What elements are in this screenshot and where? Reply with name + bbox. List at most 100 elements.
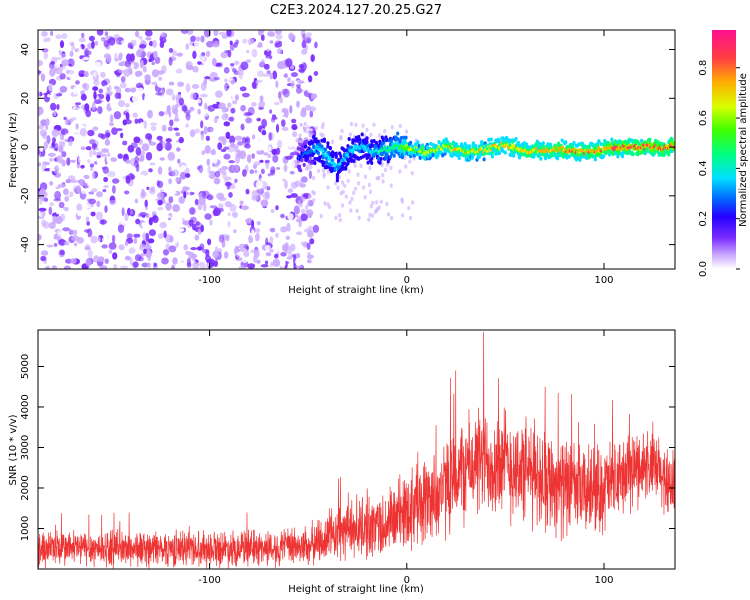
trace-cell <box>339 167 343 172</box>
noise-speckle <box>240 123 245 131</box>
noise-speckle <box>117 153 123 159</box>
noise-speckle <box>143 120 148 129</box>
noise-speckle <box>178 196 186 204</box>
noise-speckle <box>163 230 167 239</box>
noise-speckle <box>139 121 144 128</box>
trace-cell <box>412 153 416 158</box>
noise-speckle <box>156 192 165 199</box>
trace-cell <box>551 153 555 158</box>
noise-speckle <box>68 229 74 236</box>
noise-speckle <box>196 99 202 104</box>
noise-speckle <box>54 66 63 75</box>
trace-cell <box>300 158 304 162</box>
noise-speckle <box>108 242 117 250</box>
noise-speckle <box>60 213 65 222</box>
noise-speckle <box>158 111 165 117</box>
noise-speckle <box>237 141 244 146</box>
noise-speckle <box>272 70 278 80</box>
noise-speckle <box>207 165 211 174</box>
noise-speckle <box>260 34 265 41</box>
noise-speckle <box>63 241 70 246</box>
noise-speckle <box>169 235 174 243</box>
noise-speckle <box>290 181 298 189</box>
noise-speckle <box>144 199 148 208</box>
noise-speckle <box>129 209 134 215</box>
noise-speckle <box>373 209 377 214</box>
trace-cell <box>374 140 378 145</box>
noise-speckle <box>157 70 166 74</box>
noise-speckle <box>261 118 267 128</box>
noise-speckle <box>296 231 303 236</box>
noise-speckle <box>242 231 247 238</box>
trace-cell <box>398 139 402 144</box>
noise-speckle <box>290 80 295 89</box>
noise-speckle <box>201 190 210 199</box>
noise-speckle <box>186 257 191 267</box>
noise-speckle <box>124 212 129 222</box>
trace-cell <box>571 153 575 158</box>
noise-speckle <box>204 145 211 154</box>
trace-cell <box>318 156 322 160</box>
noise-speckle <box>148 217 153 226</box>
noise-speckle <box>120 220 126 225</box>
noise-speckle <box>183 244 188 251</box>
noise-speckle <box>98 256 105 263</box>
noise-speckle <box>209 72 218 79</box>
trace-cell <box>314 137 318 142</box>
noise-speckle <box>155 92 163 96</box>
trace-cell <box>322 137 326 142</box>
noise-speckle <box>93 61 102 67</box>
noise-speckle <box>368 165 372 171</box>
trace-cell <box>497 151 502 156</box>
noise-speckle <box>119 82 127 89</box>
trace-cell <box>602 154 606 159</box>
noise-speckle <box>221 34 228 39</box>
noise-speckle <box>269 227 276 233</box>
noise-speckle <box>39 212 43 217</box>
noise-speckle <box>148 58 152 63</box>
noise-speckle <box>41 48 49 53</box>
noise-speckle <box>179 171 187 180</box>
noise-speckle <box>247 63 254 72</box>
noise-speckle <box>49 202 54 207</box>
trace-cell <box>637 141 641 146</box>
noise-speckle <box>112 66 118 71</box>
spectrogram-xlabel: Height of straight line (km) <box>288 285 424 296</box>
y-tick-label: 0 <box>20 144 31 150</box>
noise-speckle <box>218 31 226 36</box>
noise-speckle <box>101 148 109 153</box>
noise-speckle <box>301 40 307 49</box>
trace-cell <box>409 140 413 145</box>
snr-line <box>38 332 675 569</box>
noise-speckle <box>283 164 288 173</box>
trace-cell <box>512 153 516 158</box>
noise-speckle <box>223 146 230 150</box>
noise-speckle <box>282 243 289 252</box>
noise-speckle <box>211 103 220 109</box>
trace-cell <box>648 137 652 142</box>
trace-cell <box>538 153 542 157</box>
noise-speckle <box>264 191 270 200</box>
noise-speckle <box>114 216 119 225</box>
trace-cell <box>327 162 331 167</box>
noise-speckle <box>236 70 244 76</box>
noise-speckle <box>185 113 191 121</box>
noise-speckle <box>198 164 204 174</box>
noise-speckle <box>117 224 125 233</box>
noise-speckle <box>298 133 302 138</box>
noise-speckle <box>147 254 152 262</box>
noise-speckle <box>187 190 191 196</box>
noise-speckle <box>227 212 231 217</box>
noise-speckle <box>100 153 107 157</box>
noise-speckle <box>302 33 306 42</box>
noise-speckle <box>84 229 90 233</box>
noise-speckle <box>322 167 326 173</box>
noise-speckle <box>299 172 303 178</box>
noise-speckle <box>122 140 128 146</box>
trace-cell <box>445 139 449 144</box>
trace-cell <box>404 135 408 140</box>
noise-speckle <box>243 244 249 249</box>
noise-speckle <box>61 33 68 40</box>
noise-speckle <box>133 233 141 238</box>
noise-speckle <box>283 51 289 57</box>
